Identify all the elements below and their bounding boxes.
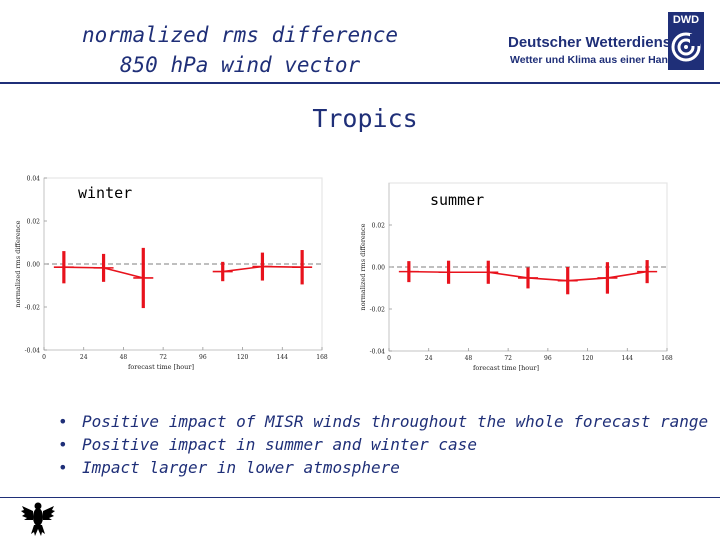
y-tick-label: 0.04 (27, 176, 41, 183)
dwd-logo: Deutscher Wetterdienst Wetter und Klima … (508, 12, 708, 72)
x-tick-label: 0 (387, 355, 391, 362)
bullet-dot: • (58, 458, 68, 477)
series-line-segment (607, 270, 648, 279)
x-tick-label: 168 (316, 354, 328, 361)
region-title: Tropics (312, 104, 418, 133)
footer-divider (0, 497, 720, 498)
y-axis-label: normalized rms difference (14, 220, 22, 307)
x-tick-label: 96 (199, 354, 207, 361)
bullet-dot: • (58, 435, 68, 454)
spiral-icon (671, 32, 701, 62)
dwd-abbr: DWD (672, 14, 700, 26)
y-tick-label: -0.04 (25, 348, 41, 355)
dwd-emblem: DWD (668, 12, 704, 70)
chart-winter: 0.04 0.02 0.00 -0.02 -0.04 0 24 48 72 96 120 144 168… (10, 160, 340, 375)
series-line-segment (222, 265, 263, 273)
dwd-name: Deutscher Wetterdienst (508, 34, 677, 51)
bullet-item: • Impact larger in lower atmosphere (56, 456, 708, 479)
chart-summer: 0.02 0.00 -0.02 -0.04 0 24 48 72 96 120 144 168 fore… (355, 165, 685, 375)
bullet-list: • Positive impact of MISR winds throughou… (56, 410, 708, 479)
y-tick-label: -0.02 (25, 305, 41, 312)
y-tick-label: -0.02 (370, 307, 386, 314)
x-axis-label: forecast time [hour] (128, 363, 194, 371)
y-tick-label: 0.02 (372, 223, 386, 230)
x-tick-label: 120 (237, 354, 249, 361)
x-tick-label: 72 (159, 354, 167, 361)
season-label-winter: winter (78, 184, 133, 202)
x-tick-label: 48 (465, 355, 473, 362)
y-tick-label: -0.04 (370, 349, 386, 356)
chart-summer-svg: 0.02 0.00 -0.02 -0.040 24 48 72 96 120 144 168 fore… (359, 182, 673, 372)
federal-eagle-icon (21, 502, 55, 536)
x-axis-label: forecast time [hour] (473, 364, 539, 372)
x-tick-label: 0 (42, 354, 46, 361)
x-tick-label: 168 (661, 355, 673, 362)
y-tick-label: 0.00 (27, 262, 41, 269)
x-tick-label: 24 (80, 354, 88, 361)
x-tick-label: 48 (120, 354, 128, 361)
season-label-summer: summer (430, 191, 485, 209)
bullet-text: Positive impact in summer and winter cas… (82, 435, 477, 454)
x-tick-label: 72 (504, 355, 512, 362)
y-axis-label: normalized rms difference (359, 223, 367, 310)
series-line-segment (103, 267, 144, 279)
bullet-text: Positive impact of MISR winds throughout… (82, 412, 709, 431)
x-tick-label: 24 (425, 355, 433, 362)
page-title: normalized rms difference 850 hPa wind v… (60, 20, 420, 80)
bullet-dot: • (58, 412, 68, 431)
y-tick-label: 0.02 (27, 219, 41, 226)
x-tick-label: 120 (582, 355, 594, 362)
series-line-segment (488, 271, 529, 279)
dwd-tagline: Wetter und Klima aus einer Hand (510, 54, 675, 66)
title-line-2: 850 hPa wind vector (119, 53, 361, 77)
header-divider (0, 82, 720, 84)
x-tick-label: 144 (277, 354, 289, 361)
chart-winter-svg: 0.04 0.02 0.00 -0.02 -0.040 24 48 72 96 120 144 168… (14, 176, 328, 372)
bullet-item: • Positive impact in summer and winter ca… (56, 433, 708, 456)
x-tick-label: 144 (622, 355, 634, 362)
title-line-1: normalized rms difference (81, 23, 399, 47)
x-tick-label: 96 (544, 355, 552, 362)
bullet-item: • Positive impact of MISR winds throughou… (56, 410, 708, 433)
y-tick-label: 0.00 (372, 265, 386, 272)
bullet-text: Impact larger in lower atmosphere (82, 458, 400, 477)
